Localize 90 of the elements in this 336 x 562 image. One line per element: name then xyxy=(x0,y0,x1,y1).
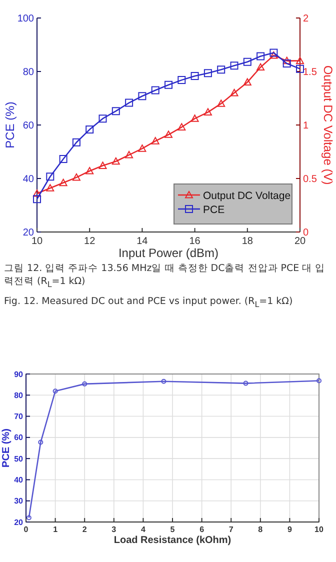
point xyxy=(82,381,88,386)
point xyxy=(204,108,212,116)
point xyxy=(256,63,265,71)
point xyxy=(217,66,226,74)
point xyxy=(282,56,291,64)
point xyxy=(178,123,186,130)
point xyxy=(190,114,199,122)
y-tick-label: 90 xyxy=(14,370,24,379)
x-tick-label: 4 xyxy=(140,525,146,534)
y-tick-label: 100 xyxy=(17,14,34,24)
y2-axis-title: Output DC Voltage (V) xyxy=(321,65,335,185)
point xyxy=(243,380,248,386)
point xyxy=(138,144,146,152)
y2-tick-label: 0.5 xyxy=(303,174,318,185)
point xyxy=(98,162,107,169)
point xyxy=(161,378,166,384)
point xyxy=(256,52,265,60)
y2-tick-label: 2 xyxy=(303,14,309,24)
point xyxy=(33,195,41,204)
x-tick-label: 2 xyxy=(82,525,88,534)
y-tick-label: 60 xyxy=(22,120,34,132)
caption: Fig. 12. Measured DC out and PCE vs input power. (R$_{L}$=1 kΩ) xyxy=(4,294,294,311)
point xyxy=(282,59,291,68)
x-tick-label: 1 xyxy=(53,525,58,534)
point xyxy=(204,69,212,78)
x-tick-label: 14 xyxy=(136,236,148,247)
point xyxy=(46,184,54,192)
point xyxy=(190,72,199,80)
point xyxy=(59,178,68,186)
legend-label: PCE xyxy=(203,204,225,216)
point xyxy=(151,86,160,94)
y2-tick-label: 0 xyxy=(303,228,309,238)
x-tick-label: 10 xyxy=(31,236,43,247)
y2-tick-label: 1.5 xyxy=(303,67,318,78)
point xyxy=(72,173,80,181)
point xyxy=(230,62,238,70)
point xyxy=(296,64,304,73)
x-tick-label: 10 xyxy=(314,525,324,534)
point xyxy=(112,107,120,116)
y-tick-label: 20 xyxy=(22,228,34,238)
point xyxy=(230,88,238,96)
y-axis-title: PCE (%) xyxy=(1,428,12,468)
point xyxy=(112,157,120,165)
point xyxy=(33,189,41,197)
point xyxy=(217,100,226,107)
y2-tick-label: 1 xyxy=(303,120,309,132)
point xyxy=(98,114,107,123)
x-tick-label: 12 xyxy=(84,236,96,247)
x-tick-label: 8 xyxy=(258,525,264,534)
point xyxy=(46,172,54,181)
point xyxy=(243,78,252,86)
point xyxy=(270,51,278,59)
x-axis-title: Input Power (dBm) xyxy=(118,246,219,260)
y-tick-label: 20 xyxy=(14,518,24,527)
x-axis-title: Load Resistance (kOhm) xyxy=(114,535,232,546)
point xyxy=(72,138,80,146)
y-tick-label: 80 xyxy=(14,390,24,400)
legend-label: Output DC Voltage xyxy=(203,190,291,202)
x-tick-label: 3 xyxy=(112,525,117,534)
x-tick-label: 16 xyxy=(189,236,201,247)
x-tick-label: 9 xyxy=(287,525,292,534)
point xyxy=(125,98,134,107)
point xyxy=(151,137,160,144)
x-tick-label: 18 xyxy=(242,236,254,247)
x-tick-label: 20 xyxy=(294,236,306,247)
y-tick-label: 40 xyxy=(14,476,24,485)
point xyxy=(164,130,172,138)
y-tick-label: 30 xyxy=(14,496,24,506)
x-tick-label: 5 xyxy=(170,525,176,534)
point xyxy=(164,80,172,89)
point xyxy=(86,126,94,134)
point xyxy=(125,150,134,158)
x-tick-label: 0 xyxy=(24,525,29,534)
y-tick-label: 70 xyxy=(14,412,24,422)
point xyxy=(52,388,58,394)
caption: 그림 12. 입력 주파수 13.56 MHz일 때 측정한 DC출력 전압과 PCE 대 입력전력 (R$_{L}$=1 kΩ) xyxy=(4,262,326,291)
y-tick-label: 60 xyxy=(14,433,24,442)
x-tick-label: 7 xyxy=(228,525,234,534)
y-axis-title: PCE (%) xyxy=(3,102,17,148)
point xyxy=(86,167,94,174)
point xyxy=(38,440,44,445)
point xyxy=(178,76,186,84)
y-tick-label: 40 xyxy=(22,174,34,185)
point xyxy=(243,58,252,66)
point xyxy=(138,92,146,100)
x-tick-label: 6 xyxy=(200,525,205,534)
y-tick-label: 50 xyxy=(14,454,24,464)
y-tick-label: 80 xyxy=(22,67,34,78)
point xyxy=(296,56,304,64)
point xyxy=(59,154,68,163)
